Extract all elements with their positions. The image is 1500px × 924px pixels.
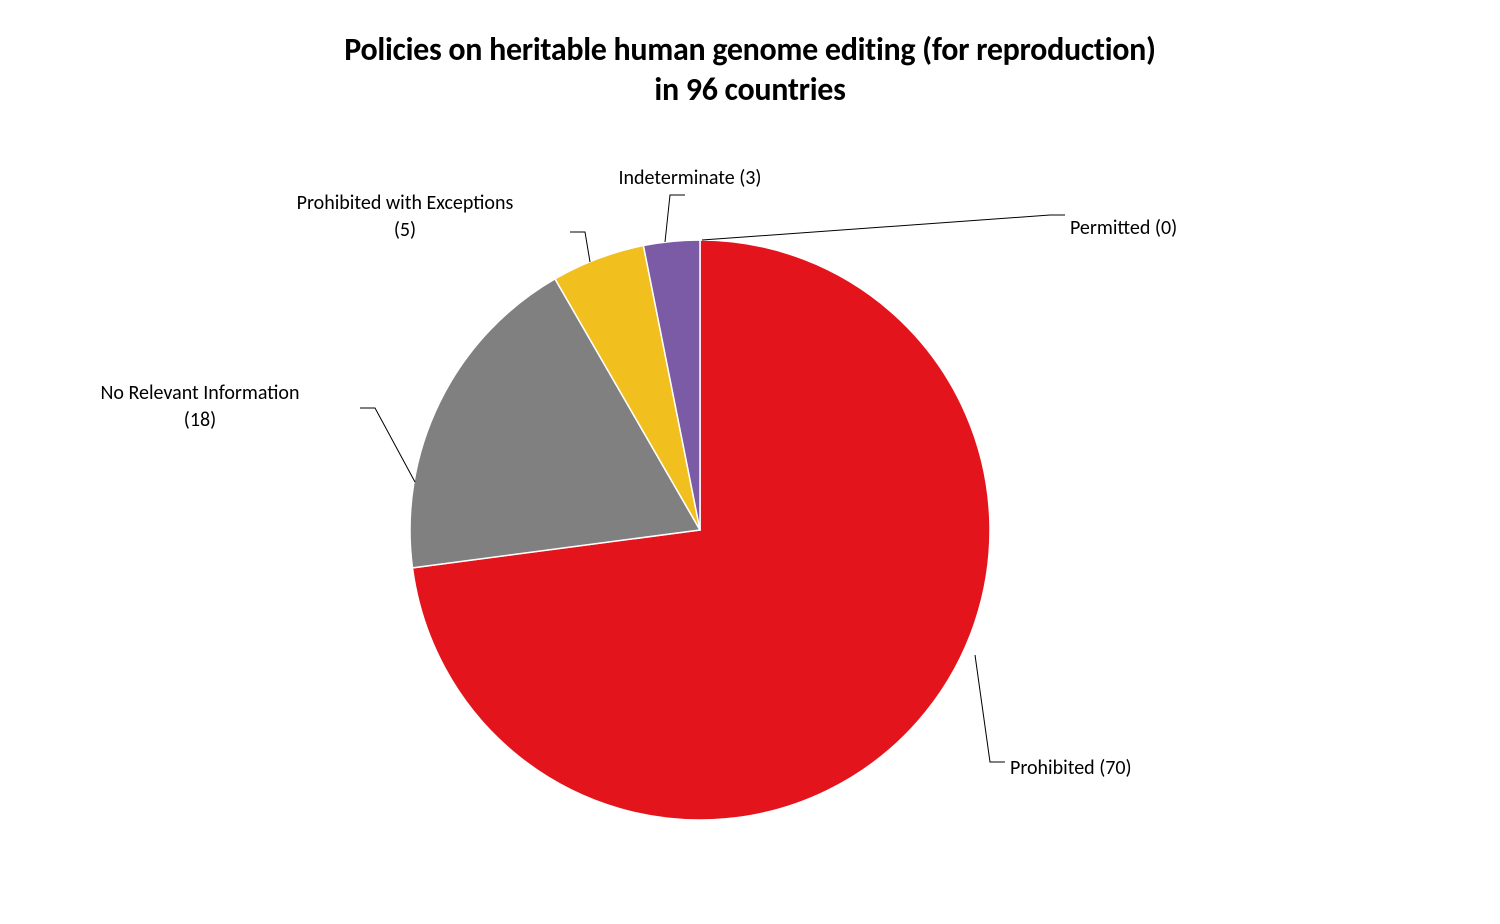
leader-line [975, 655, 1005, 762]
leader-line [665, 195, 685, 242]
slice-label: Indeterminate (3) [560, 165, 820, 192]
slice-label: Permitted (0) [1070, 215, 1330, 242]
pie-chart-svg [0, 0, 1500, 924]
slice-label: Prohibited (70) [1010, 755, 1270, 782]
slice-label: No Relevant Information(18) [40, 380, 360, 434]
leader-line [702, 215, 1065, 240]
slice-label: Prohibited with Exceptions(5) [230, 190, 580, 244]
chart-container: Policies on heritable human genome editi… [0, 0, 1500, 924]
leader-line [360, 408, 415, 482]
